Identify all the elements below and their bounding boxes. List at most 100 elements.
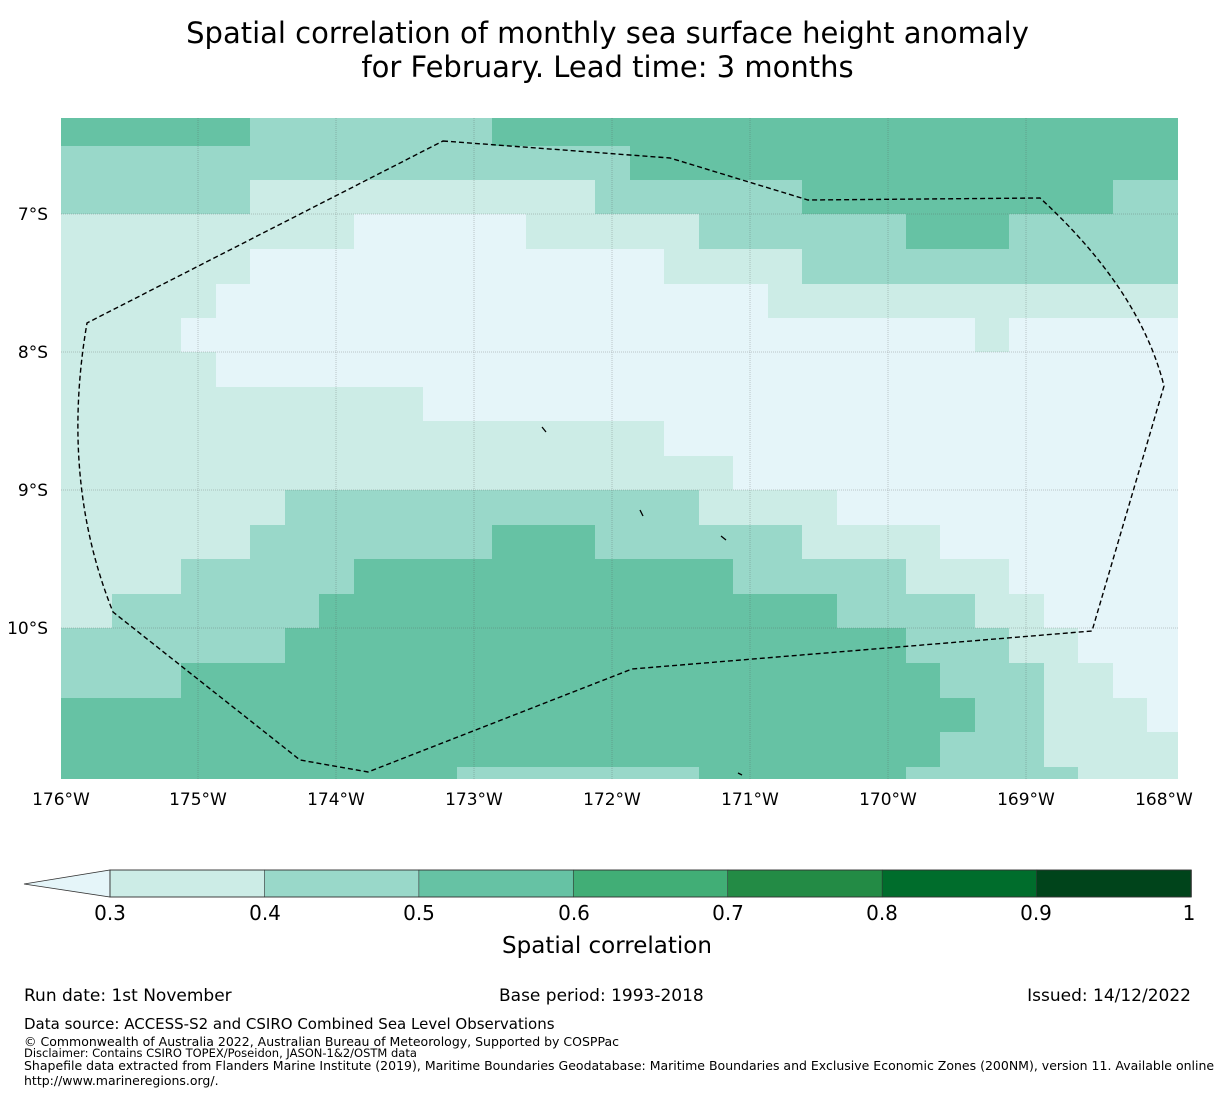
grid-cell [837, 490, 1178, 525]
grid-cell [61, 284, 216, 318]
colorbar-swatch [264, 869, 420, 898]
grid-cell [1147, 698, 1178, 732]
grid-cell [216, 352, 1178, 387]
grid-cell [61, 118, 250, 146]
grid-cell [181, 663, 940, 698]
grid-cell [457, 767, 699, 779]
grid-cell [61, 767, 457, 779]
grid-cell [975, 318, 1009, 352]
grid-cell [61, 594, 112, 628]
lon-label: 172°W [583, 790, 641, 810]
grid-cell [906, 559, 1009, 594]
grid-cell [940, 525, 1178, 559]
grid-cell [1044, 663, 1113, 698]
grid-cell [664, 249, 802, 284]
grid-cell [1009, 318, 1178, 352]
map-title-line-2: for February. Lead time: 3 months [361, 50, 854, 84]
lat-label: 7°S [18, 205, 48, 225]
grid-cell [1044, 594, 1178, 628]
grid-cell [61, 146, 630, 180]
grid-cell [61, 698, 975, 732]
colorbar-tick: 0.8 [866, 901, 898, 925]
grid-cell [1113, 180, 1178, 214]
colorbar-swatch [572, 869, 729, 898]
grid-cell [181, 559, 354, 594]
longitude-labels: 176°W 175°W 174°W 173°W 172°W 171°W 170°… [32, 790, 1193, 810]
run-date: Run date: 1st November [24, 986, 232, 1006]
atoll-swains [737, 772, 743, 776]
grid-cell [802, 249, 1178, 284]
grid-cell [61, 628, 285, 663]
grid-cell [768, 284, 1178, 318]
lon-label: 170°W [859, 790, 917, 810]
colorbar-tick: 0.3 [94, 901, 126, 925]
colorbar-swatch [1036, 869, 1192, 898]
grid-cell [1009, 628, 1078, 663]
grid-cell [975, 698, 1044, 732]
grid-cell [250, 180, 595, 214]
grid-cell [354, 559, 733, 594]
grid-cell [423, 387, 1178, 421]
grid-cell [285, 628, 906, 663]
lon-label: 173°W [445, 790, 503, 810]
grid-cell [181, 318, 975, 352]
shapefile-credit: Shapefile data extracted from Flanders M… [24, 1058, 1215, 1073]
grid-cell [61, 732, 940, 767]
grid-cell [630, 146, 1178, 180]
correlation-grid-cells [61, 118, 1178, 779]
lon-label: 174°W [307, 790, 365, 810]
grid-cell [699, 767, 906, 779]
grid-cell [61, 180, 250, 214]
correlation-map: 176°W 175°W 174°W 173°W 172°W 171°W 170°… [7, 118, 1195, 959]
grid-cell [906, 767, 1078, 779]
lat-label: 9°S [18, 481, 48, 501]
grid-cell [526, 214, 699, 249]
grid-cell [61, 249, 250, 284]
grid-cell [1113, 663, 1178, 698]
grid-cell [216, 284, 768, 318]
issued-date: Issued: 14/12/2022 [1027, 986, 1191, 1006]
grid-cell [733, 559, 906, 594]
latitude-labels: 7°S 8°S 9°S 10°S [7, 205, 48, 639]
grid-cell [61, 525, 250, 559]
colorbar-tick: 0.7 [712, 901, 744, 925]
grid-cell [354, 214, 526, 249]
lon-label: 169°W [997, 790, 1055, 810]
grid-cell [802, 525, 940, 559]
colorbar-tick: 0.6 [558, 901, 590, 925]
lon-label: 175°W [169, 790, 227, 810]
grid-cell [61, 352, 216, 387]
grid-cell [61, 421, 664, 456]
colorbar-tick: 0.4 [249, 901, 281, 925]
grid-cell [802, 180, 1113, 214]
atoll-fakaofo [720, 535, 727, 541]
grid-cell [595, 180, 802, 214]
colorbar-extend-arrow [23, 869, 111, 898]
lat-label: 10°S [7, 619, 48, 639]
grid-cell [492, 118, 1178, 146]
grid-cell [699, 490, 837, 525]
graticule [61, 118, 1178, 779]
marineregions-url: http://www.marineregions.org/. [24, 1073, 219, 1088]
disclaimer: Disclaimer: Contains CSIRO TOPEX/Poseido… [24, 1046, 417, 1060]
map-title-line-1: Spatial correlation of monthly sea surfa… [186, 16, 1029, 50]
atoll-nukunonu [639, 509, 644, 517]
grid-cell [1078, 767, 1178, 779]
grid-cell [250, 249, 664, 284]
grid-cell [61, 318, 181, 352]
grid-cell [61, 456, 733, 490]
grid-cell [112, 594, 319, 628]
colorbar: 0.3 0.4 0.5 0.6 0.7 0.8 0.9 1 Spatial co… [23, 869, 1195, 959]
grid-cell [837, 594, 975, 628]
colorbar-label: Spatial correlation [502, 933, 712, 959]
grid-cell [1044, 732, 1178, 767]
grid-cell [319, 594, 837, 628]
grid-cell [940, 663, 1044, 698]
grid-cell [61, 214, 354, 249]
grid-cell [975, 594, 1044, 628]
grid-cell [1009, 214, 1178, 249]
grid-cell [1044, 698, 1147, 732]
colorbar-tick: 0.9 [1020, 901, 1052, 925]
grid-cell [61, 490, 285, 525]
grid-cell [733, 456, 1178, 490]
